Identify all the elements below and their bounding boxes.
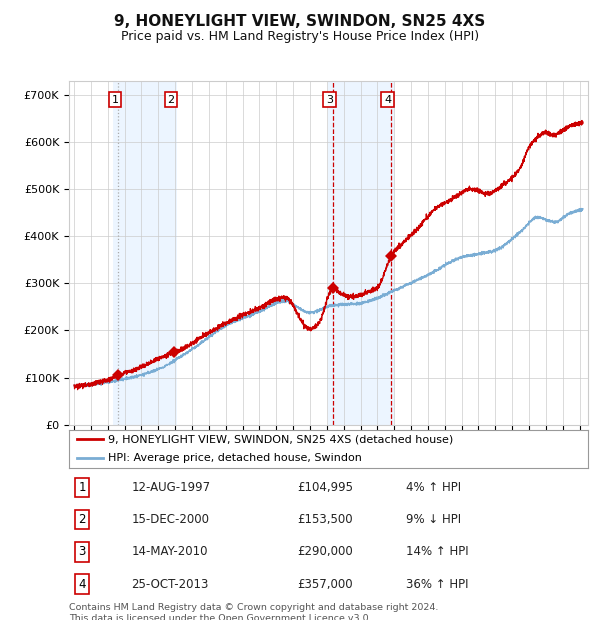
Text: Contains HM Land Registry data © Crown copyright and database right 2024.
This d: Contains HM Land Registry data © Crown c…: [69, 603, 439, 620]
Text: 3: 3: [78, 546, 86, 558]
Text: 4: 4: [78, 578, 86, 590]
Text: £104,995: £104,995: [298, 481, 353, 494]
Text: 9% ↓ HPI: 9% ↓ HPI: [406, 513, 461, 526]
Text: 2: 2: [167, 94, 175, 105]
Text: 1: 1: [78, 481, 86, 494]
Text: 25-OCT-2013: 25-OCT-2013: [131, 578, 209, 590]
Bar: [113, 81, 177, 425]
Text: 12-AUG-1997: 12-AUG-1997: [131, 481, 211, 494]
Text: 3: 3: [326, 94, 333, 105]
Text: 2: 2: [78, 513, 86, 526]
Text: 1: 1: [112, 94, 118, 105]
Text: £357,000: £357,000: [298, 578, 353, 590]
Text: £153,500: £153,500: [298, 513, 353, 526]
Text: 14-MAY-2010: 14-MAY-2010: [131, 546, 208, 558]
Bar: [328, 81, 394, 425]
Text: 9, HONEYLIGHT VIEW, SWINDON, SN25 4XS (detached house): 9, HONEYLIGHT VIEW, SWINDON, SN25 4XS (d…: [108, 434, 453, 445]
Text: Price paid vs. HM Land Registry's House Price Index (HPI): Price paid vs. HM Land Registry's House …: [121, 30, 479, 43]
Text: 4% ↑ HPI: 4% ↑ HPI: [406, 481, 461, 494]
Text: 36% ↑ HPI: 36% ↑ HPI: [406, 578, 469, 590]
Text: 14% ↑ HPI: 14% ↑ HPI: [406, 546, 469, 558]
Text: 9, HONEYLIGHT VIEW, SWINDON, SN25 4XS: 9, HONEYLIGHT VIEW, SWINDON, SN25 4XS: [115, 14, 485, 29]
Text: HPI: Average price, detached house, Swindon: HPI: Average price, detached house, Swin…: [108, 453, 362, 464]
Text: 4: 4: [384, 94, 391, 105]
Text: 15-DEC-2000: 15-DEC-2000: [131, 513, 209, 526]
Text: £290,000: £290,000: [298, 546, 353, 558]
